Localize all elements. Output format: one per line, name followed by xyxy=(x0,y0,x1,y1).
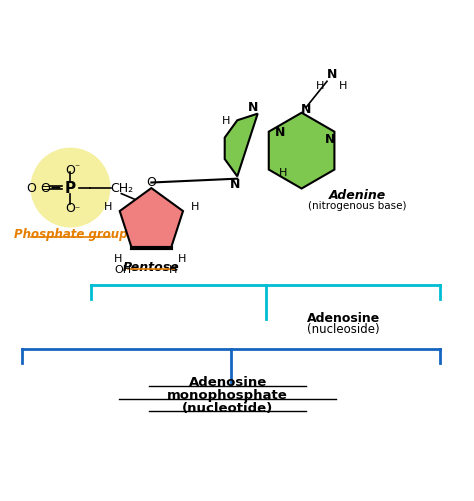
Text: Phosphate group: Phosphate group xyxy=(14,228,127,241)
Text: H: H xyxy=(221,116,230,126)
Text: O: O xyxy=(40,182,50,195)
Polygon shape xyxy=(225,114,258,177)
Text: H: H xyxy=(339,81,347,91)
Text: O: O xyxy=(146,175,156,188)
Text: H: H xyxy=(104,202,112,212)
Text: (nitrogenous base): (nitrogenous base) xyxy=(308,200,406,210)
Text: Adenine: Adenine xyxy=(328,189,386,201)
Text: N: N xyxy=(301,102,311,115)
Text: (nucleoside): (nucleoside) xyxy=(307,323,380,335)
Text: N: N xyxy=(248,101,258,114)
Text: O =: O = xyxy=(27,182,52,195)
Text: H: H xyxy=(316,81,324,91)
Text: Pentose: Pentose xyxy=(123,260,180,273)
Text: H: H xyxy=(169,265,177,275)
Text: H: H xyxy=(191,202,199,212)
Text: CH₂: CH₂ xyxy=(110,182,133,195)
Text: ⁻: ⁻ xyxy=(74,163,80,173)
Text: OH: OH xyxy=(114,265,131,275)
Text: N: N xyxy=(275,126,285,139)
Text: N: N xyxy=(230,177,240,190)
Polygon shape xyxy=(269,114,335,189)
Text: O: O xyxy=(65,163,75,176)
Text: P: P xyxy=(65,181,76,196)
Polygon shape xyxy=(120,189,183,249)
Text: H: H xyxy=(278,167,287,177)
Text: N: N xyxy=(327,68,337,81)
Text: Adenosine: Adenosine xyxy=(307,311,380,324)
Text: H: H xyxy=(114,253,122,263)
Text: (nucleotide): (nucleotide) xyxy=(182,401,273,414)
Text: monophosphate: monophosphate xyxy=(167,388,288,401)
Text: H: H xyxy=(178,253,187,263)
Text: ⁻: ⁻ xyxy=(74,204,80,214)
Text: O: O xyxy=(65,201,75,214)
Text: Adenosine: Adenosine xyxy=(189,375,267,388)
Circle shape xyxy=(31,149,110,227)
Text: N: N xyxy=(325,133,335,146)
